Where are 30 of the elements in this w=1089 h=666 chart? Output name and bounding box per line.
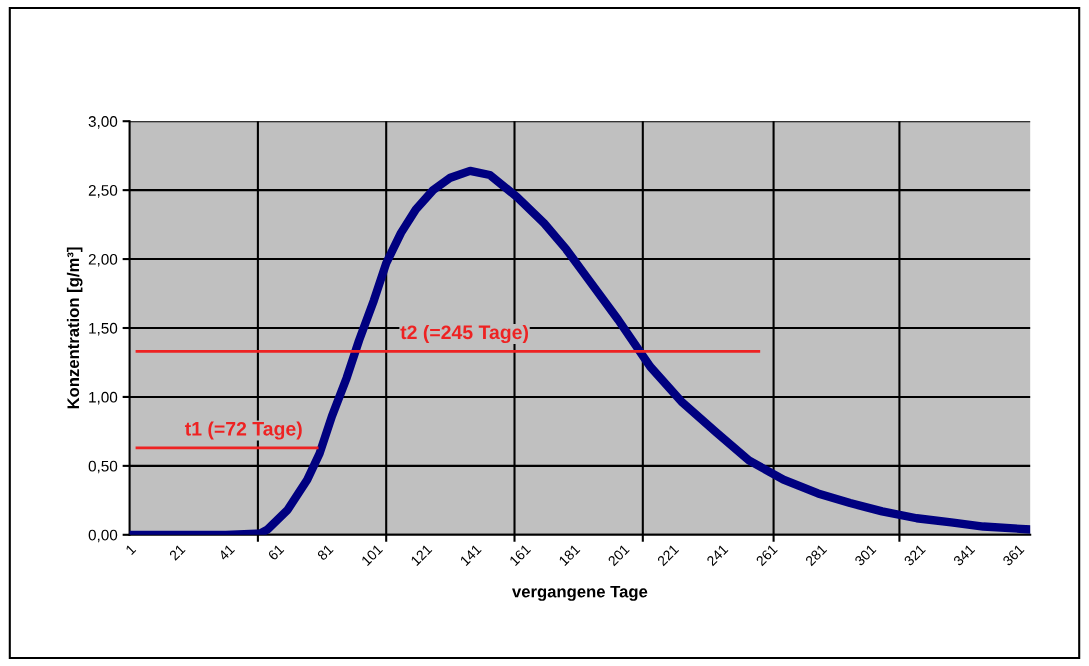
series-label: t1 (=72 Tage)	[184, 421, 302, 440]
y-tick-label: 0,00	[88, 529, 118, 543]
x-tick-label: 21	[168, 543, 186, 561]
x-tick-label: 121	[410, 543, 433, 566]
x-tick-label: 261	[755, 543, 778, 567]
x-tick-label: 301	[854, 543, 877, 567]
x-tick-label: 201	[607, 543, 630, 567]
x-tick-label: 321	[903, 543, 926, 567]
x-axis-title: vergangene Tage	[512, 585, 648, 601]
y-tick-label: 2,50	[88, 185, 118, 198]
series-label: t2 (=245 Tage)	[400, 324, 528, 344]
y-tick-label: 3,00	[88, 116, 118, 129]
y-axis-title: Konzentration [g/m³]	[66, 247, 83, 409]
x-tick-label: 221	[656, 543, 680, 567]
x-tick-label: 181	[558, 543, 581, 566]
x-tick-label: 241	[706, 543, 729, 567]
y-tick-label: 1,50	[89, 322, 118, 336]
y-tick-label: 0,50	[88, 460, 118, 474]
y-tick-label: 2,00	[88, 253, 118, 267]
x-tick-label: 41	[217, 543, 235, 561]
y-tick-label: 1,00	[89, 391, 118, 405]
x-tick-label: 341	[952, 543, 976, 567]
x-tick-label: 81	[316, 543, 334, 561]
x-tick-label: 101	[360, 543, 384, 566]
x-tick-label: 361	[1002, 543, 1025, 567]
x-tick-label: 161	[509, 543, 532, 566]
x-tick-label: 281	[804, 543, 828, 567]
x-tick-label: 141	[459, 543, 482, 566]
x-tick-label: 1	[125, 543, 137, 555]
x-tick-label: 61	[267, 543, 285, 561]
